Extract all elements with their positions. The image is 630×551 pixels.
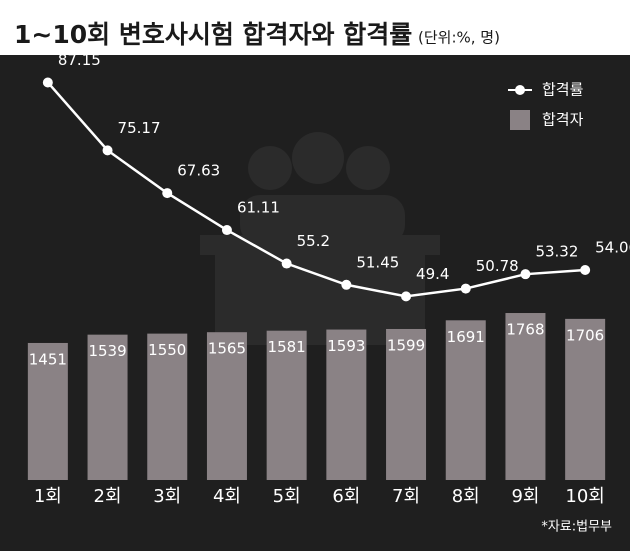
background-illustration — [200, 132, 440, 345]
x-tick-label: 8회 — [452, 486, 480, 507]
x-tick-label: 2회 — [94, 486, 122, 507]
bar-value-label: 1768 — [506, 321, 544, 339]
bar — [206, 332, 247, 480]
x-tick-label: 3회 — [153, 486, 181, 507]
x-tick-label: 5회 — [273, 486, 301, 507]
bar-value-label: 1599 — [387, 336, 425, 354]
line-marker — [162, 188, 173, 199]
bar-value-label: 1593 — [327, 337, 365, 355]
legend-label: 합격자 — [542, 111, 584, 129]
bar-value-label: 1565 — [208, 340, 246, 358]
bar — [87, 334, 128, 480]
line-value-label: 53.32 — [535, 243, 578, 261]
line-marker — [221, 225, 232, 236]
line-value-label: 61.11 — [237, 199, 280, 217]
x-tick-label: 9회 — [511, 486, 539, 507]
bar-value-label: 1539 — [88, 342, 126, 360]
source-note: *자료:법무부 — [541, 520, 612, 535]
line-value-label: 49.4 — [416, 265, 449, 283]
bar — [266, 330, 307, 480]
x-tick-label: 6회 — [332, 486, 360, 507]
legend-label: 합격률 — [542, 81, 584, 99]
legend-marker — [515, 85, 525, 95]
line-value-label: 51.45 — [356, 253, 399, 271]
line-marker — [401, 291, 412, 302]
x-tick-label: 1회 — [34, 486, 62, 507]
line-marker — [460, 283, 471, 294]
line-value-label: 54.06 — [595, 238, 630, 256]
x-tick-label: 4회 — [213, 486, 241, 507]
bar — [147, 333, 188, 480]
x-tick-label: 7회 — [392, 486, 420, 507]
bar-value-label: 1451 — [29, 350, 67, 368]
bar-value-label: 1706 — [566, 326, 604, 344]
line-value-label: 50.78 — [476, 257, 519, 275]
legend-swatch — [510, 110, 530, 130]
line-marker — [520, 269, 531, 280]
chart-subtitle: (단위:%, 명) — [418, 29, 500, 47]
bar — [505, 313, 546, 480]
line-marker — [281, 258, 292, 269]
line — [46, 81, 586, 298]
bar — [27, 342, 68, 480]
line-value-label: 55.2 — [297, 232, 330, 250]
line-marker — [580, 264, 591, 275]
line-value-label: 87.15 — [58, 51, 101, 69]
bar — [445, 320, 486, 480]
chart-title: 1~10회 변호사시험 합격자와 합격률 — [14, 20, 412, 49]
x-tick-label: 10회 — [565, 486, 604, 507]
bar-value-label: 1550 — [148, 341, 186, 359]
line-marker — [102, 145, 113, 156]
line-marker — [42, 77, 53, 88]
line-value-label: 67.63 — [177, 162, 220, 180]
bar-value-label: 1691 — [447, 328, 485, 346]
bar — [565, 318, 606, 480]
bar — [326, 329, 367, 480]
bar — [386, 328, 427, 480]
bar-value-label: 1581 — [268, 338, 306, 356]
line-value-label: 75.17 — [118, 119, 161, 137]
line-marker — [341, 279, 352, 290]
